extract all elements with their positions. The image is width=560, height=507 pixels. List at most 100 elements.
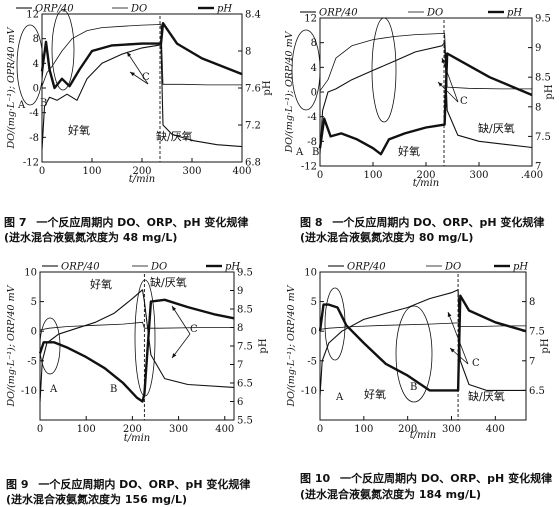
annotation-c: C — [460, 96, 468, 107]
y-left-tick-label: 0 — [311, 88, 317, 99]
caption-fig8: 图 8 一个反应周期内 DO、ORP、pH 变化规律 — [300, 214, 544, 230]
annotation-aerobic: 好氧 — [68, 123, 90, 137]
legend-label: ORP/40 — [347, 262, 386, 273]
x-tick-label: 100 — [354, 424, 373, 435]
caption-title: 一个反应周期内 DO、ORP、pH 变化规律 — [332, 216, 545, 229]
x-tick-label: 300 — [469, 170, 488, 181]
y-right-tick-label: 6.8 — [245, 158, 261, 169]
chart-panel-fig10: 0 100 200 300 400 t/min -10 -5 0 5 10 6.5 7 7.5 8 DO/(m… — [280, 258, 560, 507]
x-tick-label: 100 — [363, 170, 382, 181]
x-tick-label: 400 — [232, 166, 251, 177]
y-right-tick-label: 7.5 — [535, 132, 551, 143]
series-line-ph — [318, 294, 527, 392]
caption-title: 一个反应周期内 DO、ORP、pH 变化规律 — [339, 472, 553, 485]
x-tick-label: 200 — [416, 170, 435, 181]
annotation-c: C — [142, 72, 150, 83]
caption-fig9: 图 9 一个反应周期内 DO、ORP、pH 变化规律 — [6, 476, 250, 492]
y-left-tick-label: -4 — [307, 112, 317, 123]
legend-label: ORP/40 — [319, 8, 358, 19]
arrow-head — [127, 52, 132, 57]
y-left-tick-label: 5 — [311, 297, 317, 308]
highlight-ellipse — [395, 305, 433, 403]
y-right-tick-label: 7.5 — [237, 342, 253, 353]
caption-subtitle: (进水混合液氨氮浓度为 80 mg/L) — [300, 231, 474, 244]
y-left-tick-label: 4 — [311, 63, 317, 74]
x-tick-label: 200 — [398, 424, 417, 435]
series-line-orp — [39, 289, 235, 403]
arrow-head — [172, 306, 177, 311]
y-right-tick-label: 8 — [237, 323, 243, 334]
annotation-b: B — [410, 382, 417, 393]
annotation-anoxic: 缺/厌氧 — [156, 129, 193, 143]
figure-number: 图 8 — [300, 216, 323, 229]
y-right-tick-label: 8.4 — [245, 10, 261, 21]
x-tick-label: 400 — [215, 424, 234, 435]
y-right-tick-label: 7 — [237, 360, 243, 371]
chart-panel-fig9: 0 100 200 300 400 t/min -10 -5 0 5 10 5.5 6 6.5 7 7.5 8 8… — [0, 258, 280, 507]
y-right-tick-label: 8.5 — [237, 305, 253, 316]
annotation-anoxic: 缺/厌氧 — [478, 121, 515, 135]
x-tick-label: 400 — [486, 424, 505, 435]
annotation-arrow — [126, 51, 149, 85]
annotation-anoxic: 缺/厌氧 — [468, 389, 505, 403]
series-line-ph — [40, 22, 243, 90]
y-left-tick-label: 12 — [26, 10, 39, 21]
annotation-arrow — [171, 305, 191, 335]
series-line-orp — [319, 42, 533, 154]
y-right-tick-label: 7.6 — [245, 84, 261, 95]
y-right-tick-label: 8 — [535, 102, 541, 113]
caption-subtitle: (进水混合液氨氮浓度为 156 mg/L) — [6, 493, 188, 506]
caption-subtitle: (进水混合液氨氮浓度为 184 mg/L) — [300, 488, 482, 501]
arrow-head — [447, 312, 452, 317]
caption-title: 一个反应周期内 DO、ORP、pH 变化规律 — [38, 478, 251, 491]
caption-sub-fig9: (进水混合液氨氮浓度为 156 mg/L) — [6, 491, 187, 507]
highlight-ellipse — [39, 317, 61, 375]
y-left-tick-label: -8 — [29, 133, 39, 144]
series-line-do — [319, 322, 526, 330]
legend-label: DO — [150, 262, 167, 273]
y-right-tick-label: 8 — [245, 47, 251, 58]
y-left-tick-label: 0 — [311, 327, 317, 338]
y-right-axis-label: pH — [258, 338, 269, 353]
x-tick-label: 100 — [82, 166, 101, 177]
caption-sub-fig8: (进水混合液氨氮浓度为 80 mg/L) — [300, 229, 473, 245]
chart-fig7: 0 100 200 300 400 t/min -12 -8 -4 0 4 8 12 6.8 7.2 7.6 8… — [6, 4, 273, 186]
x-tick-label: 300 — [182, 166, 201, 177]
series-line-do — [319, 33, 532, 92]
y-right-tick-label: 6 — [237, 397, 243, 408]
annotation-c: C — [472, 358, 480, 369]
y-right-tick-label: 8.5 — [535, 73, 551, 84]
x-axis-label: t/min — [124, 433, 151, 444]
annotation-c: C — [190, 324, 198, 335]
annotation-aerobic: 好氧 — [90, 277, 112, 291]
x-tick-label: 200 — [123, 424, 142, 435]
x-tick-label: 0 — [317, 424, 323, 435]
annotation-b: B — [312, 147, 319, 158]
arrow-head — [441, 58, 446, 63]
y-left-tick-label: -5 — [307, 356, 317, 367]
legend-label: pH — [507, 8, 522, 19]
y-right-tick-label: 7.2 — [245, 121, 261, 132]
y-left-tick-label: 0 — [31, 327, 37, 338]
x-tick-label: 200 — [132, 166, 151, 177]
annotation-a: A — [49, 384, 58, 395]
y-left-tick-label: 10 — [304, 268, 317, 279]
annotation-a: A — [17, 100, 26, 111]
y-left-tick-label: 10 — [24, 268, 37, 279]
legend-label: ORP/40 — [61, 262, 100, 273]
y-left-tick-label: 5 — [31, 297, 37, 308]
caption-fig7: 图 7 一个反应周期内 DO、ORP、pH 变化规律 — [4, 214, 248, 230]
annotation-arrow — [171, 333, 191, 359]
chart-panel-fig7: 0 100 200 300 400 t/min -12 -8 -4 0 4 8 12 6.8 7.2 7.6 8… — [0, 0, 280, 245]
y-right-axis-label: pH — [262, 80, 273, 95]
caption-fig10: 图 10 一个反应周期内 DO、ORP、pH 变化规律 — [300, 470, 552, 486]
x-axis-label: t/min — [129, 174, 156, 185]
x-tick-label: 0 — [317, 170, 323, 181]
annotation-a: A — [295, 147, 304, 158]
annotation-arrow — [441, 57, 459, 103]
y-right-tick-label: 6.5 — [529, 386, 545, 397]
x-tick-label: 300 — [442, 424, 461, 435]
y-left-tick-label: 12 — [304, 14, 317, 25]
y-left-tick-label: -4 — [29, 108, 39, 119]
